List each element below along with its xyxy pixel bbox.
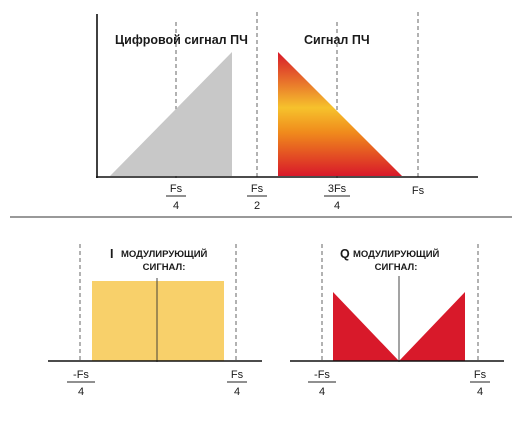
tick-numerator: Fs: [474, 369, 487, 381]
i-title-line1: МОДУЛИРУЮЩИЙ: [121, 248, 208, 260]
tick-fs2: Fs 2: [247, 183, 267, 212]
q-title-prefix: Q: [340, 247, 350, 261]
if-signal-spectrum: [278, 52, 402, 176]
tick-numerator: -Fs: [73, 369, 89, 381]
q-title-line2: СИГНАЛ:: [375, 262, 418, 273]
q-tick-right: Fs 4: [470, 369, 490, 398]
i-modulating-panel: I МОДУЛИРУЮЩИЙ СИГНАЛ: -Fs 4 Fs 4: [48, 244, 262, 398]
tick-numerator: -Fs: [314, 369, 330, 381]
q-title-line1: МОДУЛИРУЮЩИЙ: [353, 248, 440, 260]
tick-fs: Fs: [412, 185, 425, 197]
i-spectrum-rect: [92, 281, 224, 361]
i-title-line2: СИГНАЛ:: [143, 262, 186, 273]
tick-3fs4: 3Fs 4: [324, 183, 350, 212]
tick-numerator: Fs: [412, 185, 425, 197]
tick-fs4: Fs 4: [166, 183, 186, 212]
tick-denominator: 4: [173, 200, 179, 212]
tick-denominator: 2: [254, 200, 260, 212]
tick-denominator: 4: [319, 386, 325, 398]
tick-denominator: 4: [234, 386, 240, 398]
label-digital-if: Цифровой сигнал ПЧ: [115, 33, 248, 47]
i-title-prefix: I: [110, 247, 113, 261]
q-tick-left: -Fs 4: [308, 369, 336, 398]
i-tick-left: -Fs 4: [67, 369, 95, 398]
digital-if-spectrum: [110, 52, 232, 176]
tick-denominator: 4: [78, 386, 84, 398]
q-spectrum-right: [399, 292, 465, 361]
tick-numerator: Fs: [251, 183, 264, 195]
q-modulating-panel: Q МОДУЛИРУЮЩИЙ СИГНАЛ: -Fs 4 Fs 4: [290, 244, 504, 398]
label-if-signal: Сигнал ПЧ: [304, 33, 370, 47]
top-panel: Цифровой сигнал ПЧ Сигнал ПЧ Fs 4 Fs 2 3…: [96, 12, 478, 212]
tick-numerator: 3Fs: [328, 183, 347, 195]
i-tick-right: Fs 4: [227, 369, 247, 398]
tick-numerator: Fs: [231, 369, 244, 381]
tick-denominator: 4: [334, 200, 340, 212]
q-spectrum-left: [333, 292, 399, 361]
tick-numerator: Fs: [170, 183, 183, 195]
tick-denominator: 4: [477, 386, 483, 398]
